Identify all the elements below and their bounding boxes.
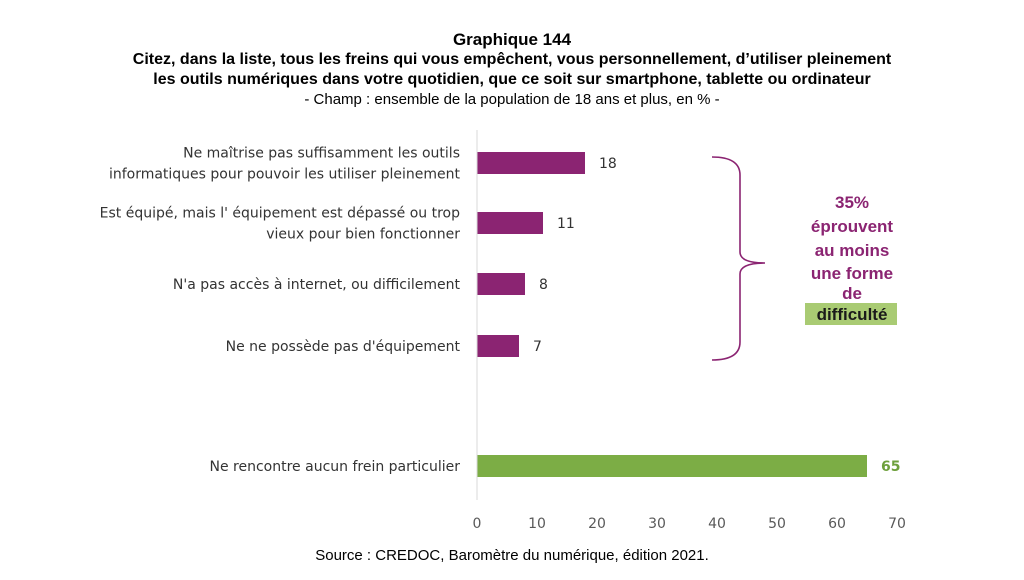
bar-3 — [477, 273, 525, 295]
x-tick-label-1: 0 — [473, 516, 482, 532]
bar-4 — [477, 335, 519, 357]
category-labels-group: Ne maîtrise pas suffisamment les outils i… — [100, 146, 461, 476]
x-axis: 0 10 20 30 40 50 60 70 — [473, 130, 906, 532]
bar-2 — [477, 212, 543, 234]
value-labels-group: 18 11 8 7 65 — [533, 156, 900, 475]
annotation-line-6: difficulté — [817, 305, 888, 324]
value-label-2: 11 — [557, 216, 575, 232]
category-label-1-line-1: Ne maîtrise pas suffisamment les outils — [183, 146, 460, 162]
bars-group — [477, 152, 867, 477]
bar-5 — [477, 455, 867, 477]
chart-scope: - Champ : ensemble de la population de 1… — [304, 91, 720, 108]
x-tick-label-6: 50 — [768, 516, 786, 532]
annotation-group: 35% éprouvent au moins une forme de diff… — [711, 156, 897, 361]
value-label-4: 7 — [533, 339, 542, 355]
x-tick-label-3: 20 — [588, 516, 606, 532]
bar-1 — [477, 152, 585, 174]
chart-title: Graphique 144 — [452, 30, 572, 49]
value-label-3: 8 — [539, 277, 548, 293]
value-label-1: 18 — [599, 156, 617, 172]
annotation-highlight — [805, 303, 897, 325]
value-label-5: 65 — [881, 459, 900, 475]
annotation-line-5: de — [842, 284, 862, 303]
annotation-line-2: éprouvent — [811, 217, 894, 236]
annotation-line-4: une forme — [811, 264, 893, 283]
category-label-1-line-2: informatiques pour pouvoir les utiliser … — [109, 167, 461, 183]
chart-subtitle-line1: Citez, dans la liste, tous les freins qu… — [132, 51, 892, 68]
category-label-4-line-1: Ne ne possède pas d'équipement — [226, 339, 461, 355]
category-label-3-line-1: N'a pas accès à internet, ou difficileme… — [173, 277, 461, 293]
annotation-line-1: 35% — [835, 193, 869, 212]
x-tick-label-8: 70 — [888, 516, 906, 532]
x-tick-label-2: 10 — [528, 516, 546, 532]
title-block: Graphique 144 Citez, dans la liste, tous… — [0, 30, 1024, 110]
category-label-2-line-2: vieux pour bien fonctionner — [266, 227, 460, 243]
category-label-5-line-1: Ne rencontre aucun frein particulier — [210, 459, 461, 475]
x-tick-label-7: 60 — [828, 516, 846, 532]
source-note: Source : CREDOC, Baromètre du numérique,… — [315, 547, 709, 564]
x-tick-label-5: 40 — [708, 516, 726, 532]
annotation-brace — [711, 156, 766, 361]
x-tick-label-4: 30 — [648, 516, 666, 532]
annotation-line-3: au moins — [815, 241, 890, 260]
chart-subtitle-line2: les outils numériques dans votre quotidi… — [153, 71, 871, 88]
category-label-2-line-1: Est équipé, mais l' équipement est dépas… — [100, 206, 460, 222]
